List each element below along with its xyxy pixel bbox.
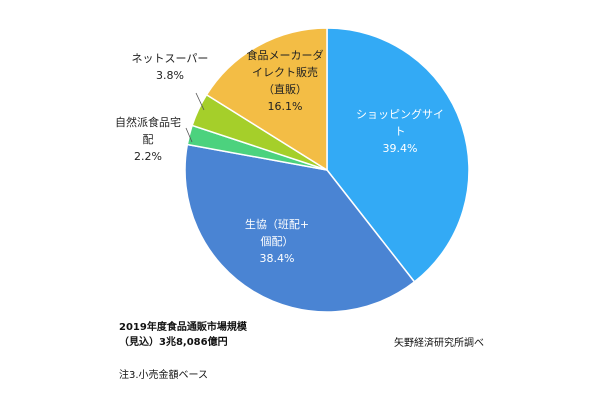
market-size-title: 2019年度食品通販市場規模 — [119, 322, 247, 333]
source-note: 矢野経済研究所調べ — [394, 338, 484, 349]
leader-line-natural — [185, 127, 193, 143]
leader-line-netsuper — [195, 92, 205, 111]
slice-label-coop: 生協（班配+個配） 38.4% — [245, 217, 309, 265]
leader-lines — [185, 92, 205, 143]
pie-slices — [184, 27, 470, 313]
slice-label-maker: 食品メーカーダイレクト販売（直販） 16.1% — [247, 48, 324, 113]
pie-slice-coop — [184, 143, 416, 313]
slice-labels: ショッピングサイト 39.4% 生協（班配+個配） 38.4% 自然派食品宅配 2.2% ネ… — [115, 48, 444, 265]
market-size-value: （見込）3兆8,086億円 — [119, 337, 228, 348]
footnote: 注3.小売金額ベース — [119, 370, 209, 381]
slice-label-natural: 自然派食品宅配 2.2% — [115, 115, 181, 163]
slice-label-netsuper: ネットスーパー 3.8% — [132, 52, 209, 82]
pie-slice-shopping — [326, 27, 470, 283]
slice-label-shopping: ショッピングサイト 39.4% — [356, 107, 444, 155]
pie-slice-maker — [205, 27, 328, 172]
